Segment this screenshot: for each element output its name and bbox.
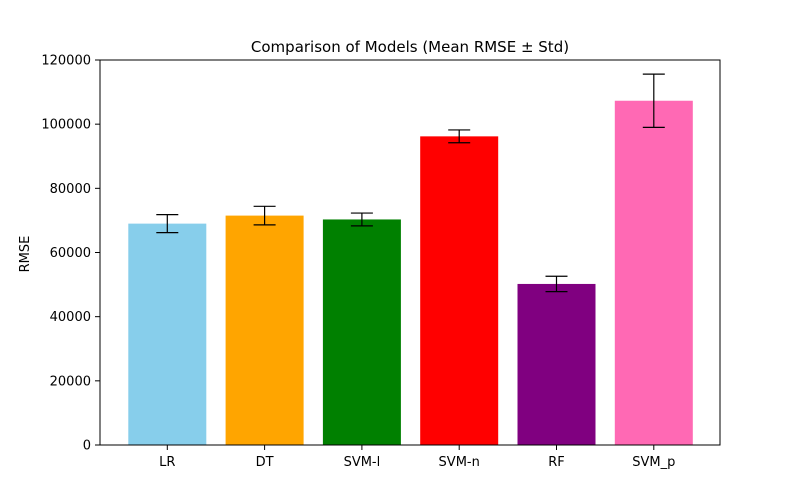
y-tick-label-40000: 40000 xyxy=(50,310,91,325)
bar-LR xyxy=(128,223,207,445)
x-tick-label-SVM_p: SVM_p xyxy=(632,455,675,470)
bars-group xyxy=(128,100,693,445)
y-tick-label-100000: 100000 xyxy=(41,118,91,133)
error-bars-group xyxy=(156,73,665,293)
bar-SVM-l xyxy=(322,219,401,445)
x-tick-label-LR: LR xyxy=(159,455,175,470)
y-tick-label-80000: 80000 xyxy=(50,182,91,197)
plot-frame xyxy=(99,59,721,446)
chart-title: Comparison of Models (Mean RMSE ± Std) xyxy=(251,38,569,56)
y-tick-label-0: 0 xyxy=(83,439,91,454)
bar-SVM-n xyxy=(420,136,499,445)
y-tick-label-20000: 20000 xyxy=(50,374,91,389)
bar-DT xyxy=(225,215,304,445)
y-tick-label-120000: 120000 xyxy=(41,54,91,69)
y-axis: 0 20000 40000 60000 80000 100000 120000 xyxy=(41,54,100,454)
x-tick-label-SVM-n: SVM-n xyxy=(439,455,480,470)
bar-RF xyxy=(517,283,596,445)
y-tick-label-60000: 60000 xyxy=(50,246,91,261)
bar-SVM_p xyxy=(614,100,693,445)
x-tick-label-RF: RF xyxy=(548,455,565,470)
x-tick-label-DT: DT xyxy=(256,455,274,470)
y-axis-label: RMSE xyxy=(18,236,33,273)
x-axis: LR DT SVM-l SVM-n RF SVM_p xyxy=(159,445,675,470)
x-tick-label-SVM-l: SVM-l xyxy=(344,455,381,470)
